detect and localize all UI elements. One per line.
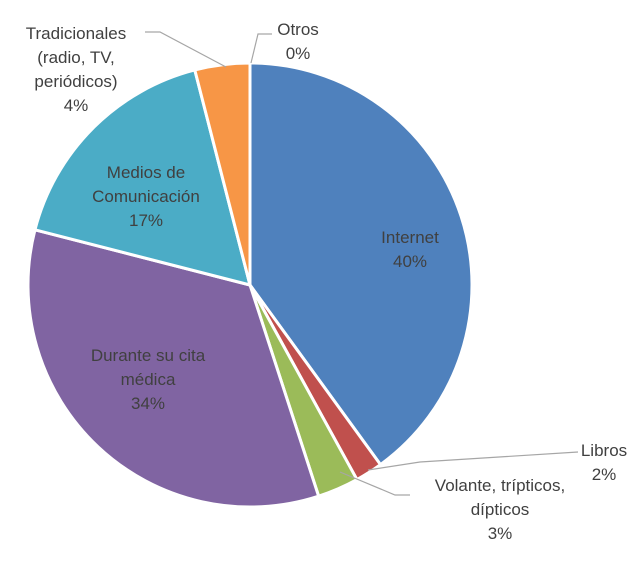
pie-slice: [248, 61, 474, 467]
category-label: Tradicionales (radio, TV, periódicos): [25, 24, 127, 91]
slice-label: Libros 2%: [574, 439, 634, 487]
slice-label: Medios de Comunicación 17%: [76, 161, 216, 233]
category-label: Internet: [381, 228, 439, 247]
category-label: Medios de Comunicación: [92, 163, 200, 206]
category-label: Volante, trípticos, dípticos: [434, 476, 566, 519]
slice-label: Otros 0%: [268, 18, 328, 66]
value-label: 17%: [128, 211, 164, 230]
category-label: Libros: [580, 441, 628, 460]
category-label: Durante su cita médica: [90, 346, 206, 389]
slice-label: Tradicionales (radio, TV, periódicos) 4%: [6, 22, 146, 118]
leader-line: [339, 471, 410, 496]
pie-slice: [33, 68, 252, 287]
pie-slice: [26, 228, 321, 509]
slice-label: Volante, trípticos, dípticos 3%: [405, 474, 595, 546]
value-label: 34%: [130, 394, 166, 413]
value-label: 2%: [591, 465, 617, 484]
value-label: 4%: [63, 96, 89, 115]
value-label: 3%: [487, 524, 513, 543]
category-label: Otros: [277, 20, 319, 39]
leader-line: [145, 31, 227, 68]
value-label: 0%: [285, 44, 311, 63]
leader-line: [250, 33, 272, 64]
value-label: 40%: [392, 252, 428, 271]
slice-label: Internet 40%: [350, 226, 470, 274]
slice-label: Durante su cita médica 34%: [63, 344, 233, 416]
leader-line: [367, 451, 579, 471]
